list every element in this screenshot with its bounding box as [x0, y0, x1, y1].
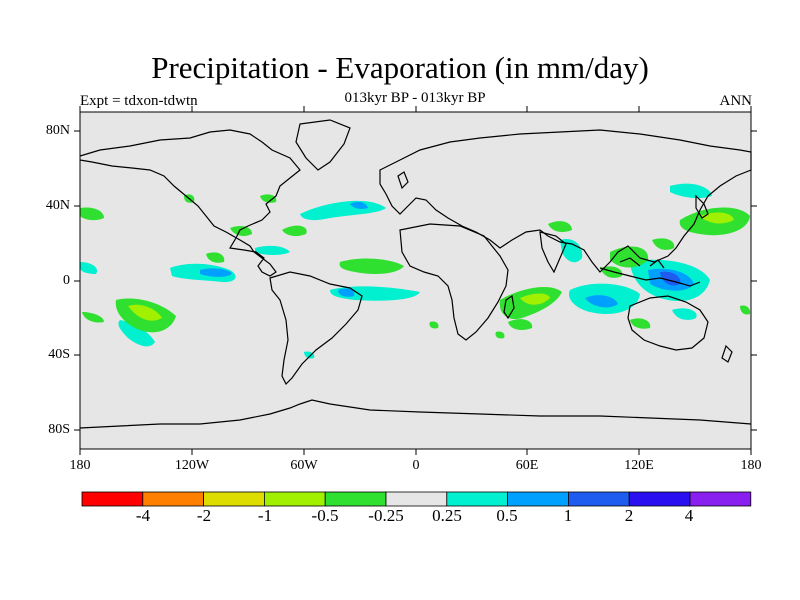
- lon-label-120w: 120W: [174, 458, 210, 473]
- lon-label-180w: 180: [69, 458, 91, 473]
- patch-north-west-pacific-core: [700, 212, 734, 224]
- lon-label-60w: 60W: [290, 458, 318, 473]
- patch-atlantic-core: [350, 201, 368, 209]
- coast-north-america: [79, 129, 301, 277]
- lat-ticks: [74, 130, 757, 431]
- coast-australia: [627, 295, 709, 351]
- season-label: ANN: [719, 93, 753, 109]
- colorbar-swatch: [628, 491, 691, 507]
- coast-south-america: [269, 271, 363, 386]
- lon-label-0: 0: [412, 458, 420, 473]
- colorbar-swatch: [568, 491, 630, 507]
- coast-new-zealand: [721, 344, 733, 363]
- colorbar-label: 1: [563, 506, 573, 525]
- patch-caribbean: [230, 226, 252, 236]
- lat-label-40n: 40N: [45, 198, 70, 213]
- patch-west-pacific-north: [670, 183, 712, 199]
- colorbar-label: -4: [135, 506, 151, 525]
- colorbar-label: 0.25: [432, 506, 462, 525]
- colorbar-swatch: [81, 491, 144, 507]
- patch-southern-atlantic: [304, 351, 315, 359]
- coast-greenland: [295, 119, 351, 171]
- experiment-label: Expt = tdxon-tdwtn: [80, 93, 198, 109]
- patch-gulf-stream: [282, 225, 307, 237]
- coast-eurasia: [379, 129, 752, 273]
- patch-sp-east: [82, 312, 104, 323]
- patch-east-pacific: [80, 262, 98, 274]
- colorbar-swatch: [203, 491, 265, 507]
- patch-east-pacific-green: [206, 252, 225, 263]
- chart-subtitle: 013kyr BP - 013kyr BP: [344, 90, 486, 106]
- colorbar-swatch: [385, 491, 448, 507]
- coastlines: [79, 119, 752, 429]
- patch-australia-nw: [630, 318, 651, 329]
- colorbar-swatch: [689, 491, 752, 507]
- lon-ticks: [79, 106, 752, 455]
- coast-japan: [695, 194, 709, 219]
- coast-antarctica: [79, 399, 752, 429]
- patch-south-pacific-dry-core: [128, 304, 162, 321]
- patch-south-pacific: [118, 320, 155, 347]
- patch-southern-africa-2: [495, 331, 505, 339]
- patch-west-pacific-eq: [652, 238, 675, 250]
- colorbar-label: 4: [684, 506, 694, 525]
- patch-madagascar: [508, 319, 533, 330]
- colorbar-label: 0.5: [496, 506, 518, 525]
- patch-central-pacific-core: [200, 268, 232, 277]
- coast-india: [539, 231, 567, 274]
- colorbar-label: 2: [624, 506, 634, 525]
- patch-amazon-core: [338, 288, 355, 297]
- colorbar: [81, 491, 752, 507]
- lat-label-0: 0: [63, 273, 70, 288]
- patch-north-pacific-east: [80, 207, 104, 221]
- colorbar-swatch: [324, 491, 387, 507]
- lat-label-80s: 80S: [48, 422, 70, 437]
- patch-gulf: [255, 245, 290, 255]
- lon-label-180e: 180: [740, 458, 762, 473]
- patch-east-pacific-far: [740, 305, 751, 315]
- colorbar-swatch: [507, 491, 569, 507]
- colorbar-swatch: [446, 491, 508, 507]
- lon-label-60e: 60E: [515, 458, 539, 473]
- colorbar-label: -0.25: [368, 506, 404, 525]
- coast-madagascar: [503, 294, 515, 320]
- patch-australia-north: [672, 308, 697, 320]
- coast-british-isles: [397, 171, 409, 190]
- patch-india-arabia: [548, 221, 572, 232]
- colorbar-label: -1: [257, 506, 273, 525]
- patch-indian-ocean-core: [585, 295, 618, 308]
- lon-label-120e: 120E: [624, 458, 654, 473]
- colorbar-label: -0.5: [311, 506, 339, 525]
- patch-south-africa-core: [520, 293, 550, 305]
- colorbar-swatch: [142, 491, 205, 507]
- coast-africa: [399, 223, 509, 341]
- coast-indonesia: [599, 257, 701, 287]
- lat-label-80n: 80N: [45, 123, 70, 138]
- patch-north-atlantic-small: [260, 194, 277, 203]
- chart-title: Precipitation - Evaporation (in mm/day): [151, 50, 649, 85]
- patch-tropical-atlantic: [339, 258, 404, 274]
- colorbar-swatch: [263, 491, 326, 507]
- patch-atlantic-small: [429, 321, 439, 329]
- lat-label-40s: 40S: [48, 347, 70, 362]
- colorbar-label: -2: [196, 506, 212, 525]
